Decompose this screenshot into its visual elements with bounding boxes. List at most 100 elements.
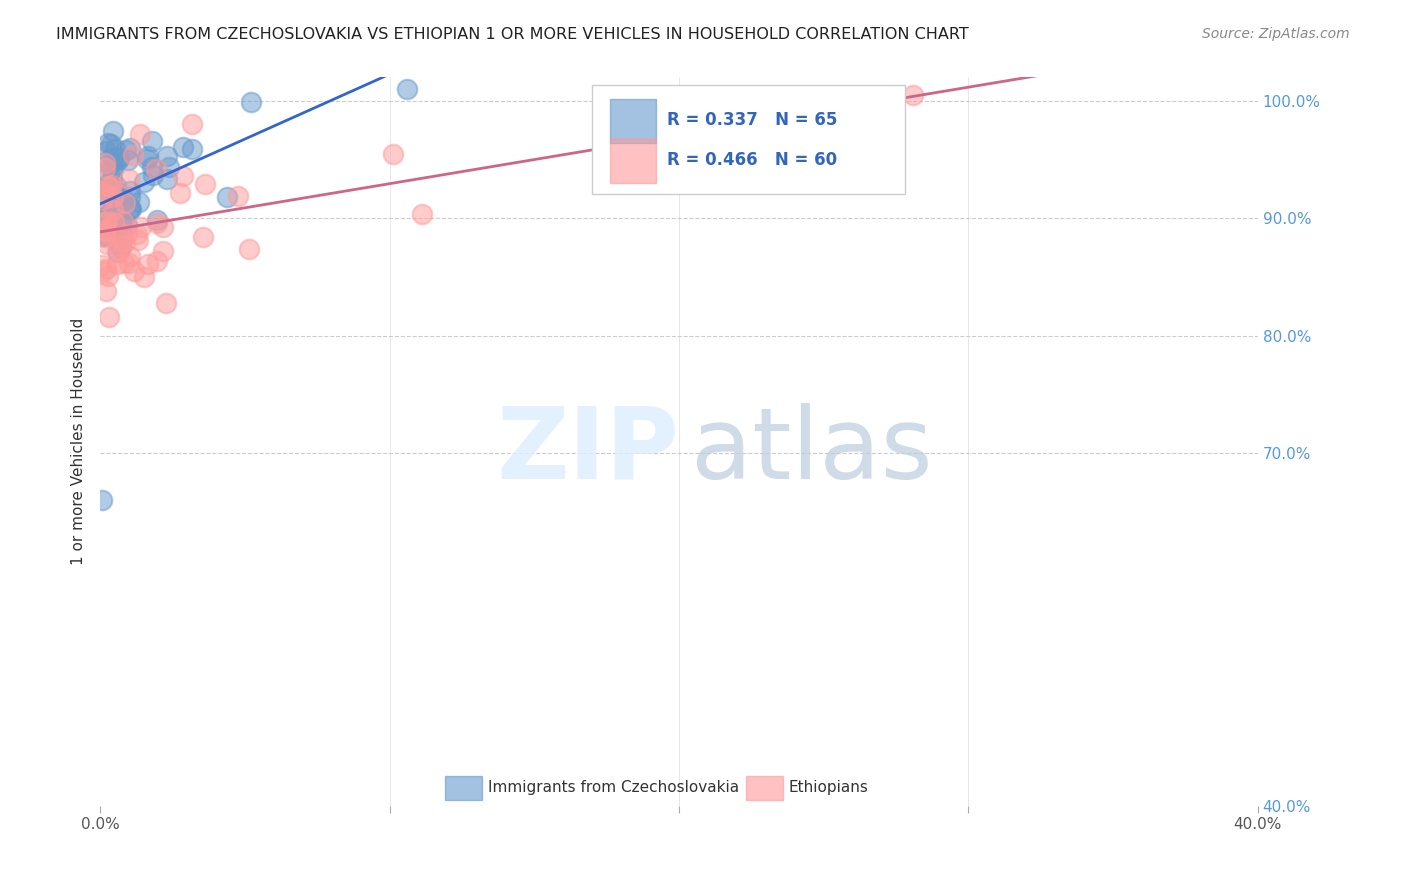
Point	[128, 195, 150, 210]
Point	[226, 188, 249, 202]
Point	[101, 171, 124, 186]
Point	[100, 161, 122, 176]
Point	[101, 190, 124, 204]
Point	[101, 161, 124, 176]
Point	[146, 253, 169, 268]
Point	[101, 152, 124, 166]
Point	[152, 220, 174, 235]
FancyBboxPatch shape	[592, 85, 904, 194]
Point	[131, 220, 153, 235]
Point	[122, 264, 145, 278]
Point	[903, 88, 925, 103]
FancyBboxPatch shape	[446, 776, 482, 800]
Point	[94, 154, 117, 169]
Point	[96, 237, 118, 252]
FancyBboxPatch shape	[610, 99, 655, 143]
Point	[145, 215, 167, 229]
Point	[115, 227, 138, 241]
Point	[122, 148, 145, 162]
Text: R = 0.337   N = 65: R = 0.337 N = 65	[668, 111, 838, 128]
Point	[101, 203, 124, 218]
Point	[145, 161, 167, 176]
Point	[111, 212, 134, 227]
Point	[94, 285, 117, 299]
Point	[94, 156, 117, 170]
Text: ZIP: ZIP	[496, 403, 679, 500]
Y-axis label: 1 or more Vehicles in Household: 1 or more Vehicles in Household	[72, 318, 86, 566]
Point	[180, 142, 202, 156]
Point	[111, 235, 134, 249]
Text: Immigrants from Czechoslovakia: Immigrants from Czechoslovakia	[488, 780, 740, 795]
Point	[93, 186, 115, 200]
Point	[111, 228, 134, 243]
Point	[172, 169, 194, 183]
Point	[93, 215, 115, 229]
Point	[111, 214, 134, 228]
Point	[157, 160, 180, 174]
Point	[97, 179, 120, 194]
Point	[181, 117, 204, 131]
Point	[94, 161, 117, 176]
FancyBboxPatch shape	[610, 139, 655, 183]
Point	[94, 262, 117, 277]
Point	[94, 224, 117, 238]
Point	[101, 124, 124, 138]
Point	[104, 143, 127, 157]
Point	[128, 128, 150, 142]
Point	[104, 179, 127, 194]
Point	[191, 230, 214, 244]
Point	[411, 206, 433, 220]
Point	[105, 245, 128, 260]
Point	[100, 137, 122, 152]
Point	[91, 229, 114, 244]
Point	[91, 211, 114, 226]
Text: Source: ZipAtlas.com: Source: ZipAtlas.com	[1202, 27, 1350, 41]
Point	[94, 221, 117, 235]
Point	[112, 212, 135, 227]
Point	[107, 153, 129, 167]
Point	[97, 268, 120, 283]
Point	[98, 185, 121, 199]
FancyBboxPatch shape	[747, 776, 783, 800]
Point	[134, 270, 156, 285]
Point	[101, 196, 124, 211]
Point	[98, 179, 121, 194]
Point	[118, 201, 141, 215]
Text: atlas: atlas	[690, 403, 932, 500]
Point	[194, 178, 217, 192]
Point	[136, 149, 159, 163]
Point	[105, 153, 128, 168]
Point	[238, 242, 260, 256]
Point	[239, 95, 262, 110]
Point	[97, 136, 120, 150]
Point	[156, 149, 179, 163]
Point	[112, 255, 135, 269]
Point	[105, 257, 128, 271]
Point	[94, 224, 117, 238]
Point	[117, 172, 139, 186]
Point	[97, 224, 120, 238]
Point	[141, 134, 163, 148]
Point	[94, 164, 117, 178]
Point	[115, 218, 138, 232]
Point	[146, 213, 169, 227]
Point	[114, 196, 136, 211]
Point	[135, 152, 157, 166]
Point	[215, 190, 238, 204]
Point	[120, 185, 142, 199]
Point	[169, 186, 191, 201]
Point	[98, 176, 121, 190]
Point	[136, 257, 159, 271]
Point	[172, 140, 194, 154]
Point	[156, 171, 179, 186]
Point	[90, 493, 112, 508]
Point	[98, 181, 121, 195]
Point	[93, 230, 115, 244]
Point	[103, 220, 125, 235]
Text: Ethiopians: Ethiopians	[789, 780, 869, 795]
Point	[98, 207, 121, 221]
Point	[112, 193, 135, 207]
Point	[103, 215, 125, 229]
Point	[118, 141, 141, 155]
Point	[631, 134, 654, 148]
